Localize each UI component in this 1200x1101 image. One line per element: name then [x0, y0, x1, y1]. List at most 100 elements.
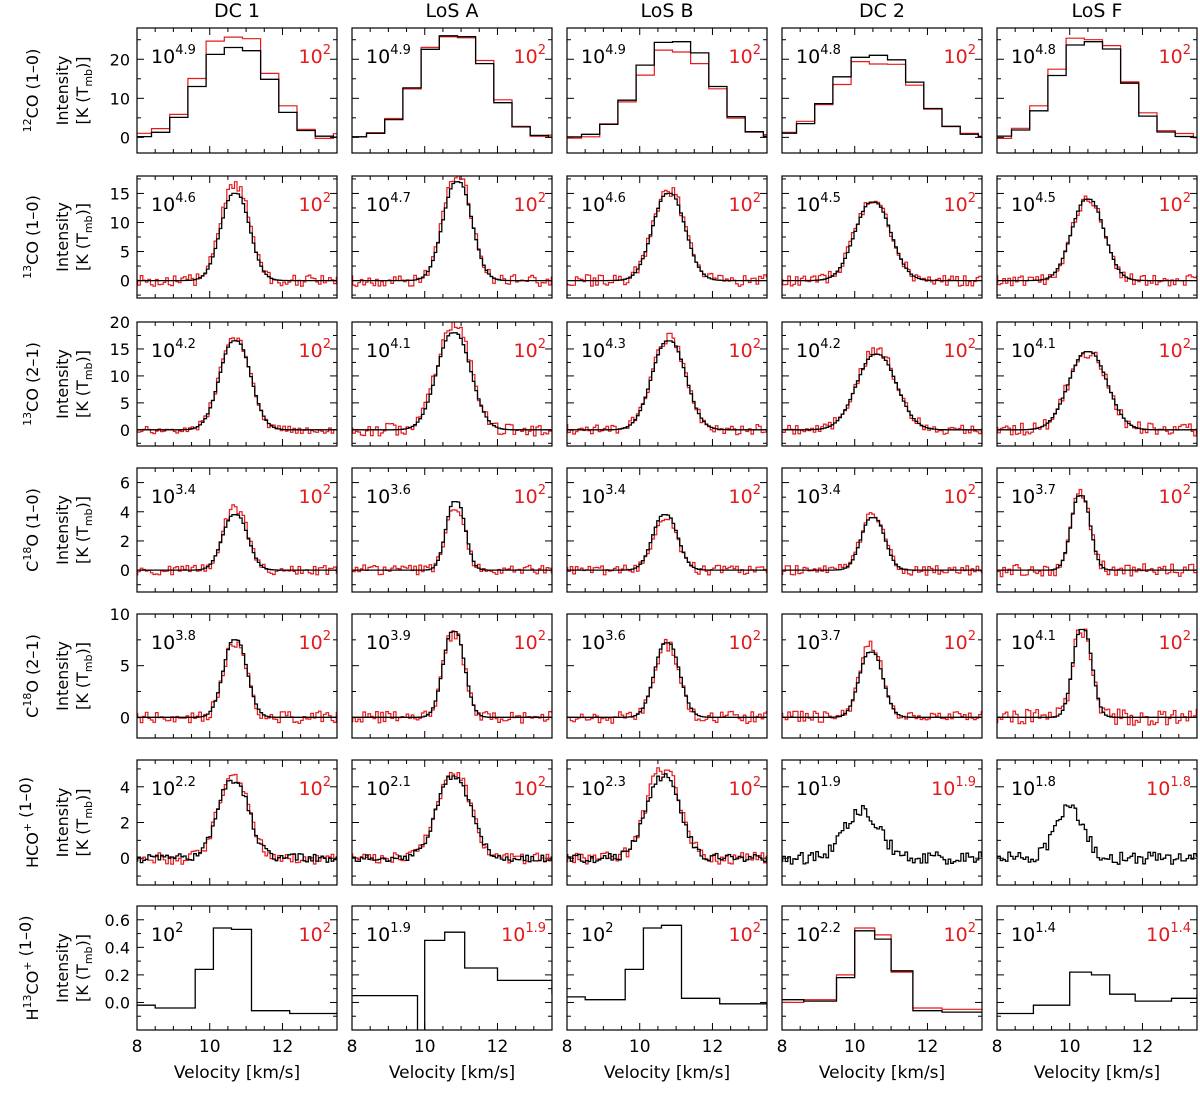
density-label: 102.2 — [796, 921, 841, 946]
molecule-label: 12CO (1–0) — [21, 49, 42, 133]
spectrum-panel: 102.1 102 — [351, 759, 553, 886]
model-spectrum — [567, 514, 767, 571]
spectrum-panel: 104.7 102 — [351, 175, 553, 299]
model-spectrum — [567, 41, 767, 138]
density-label: 104.8 — [796, 43, 841, 68]
model-spectrum — [352, 332, 552, 431]
density-label: 102.3 — [581, 775, 626, 800]
molecule-label: 13CO (2–1) — [21, 342, 42, 426]
resolution-label: 102 — [299, 775, 331, 800]
model-spectrum — [997, 351, 1197, 431]
density-label: 104.9 — [151, 43, 196, 68]
spectrum-panel: 103.4 102 — [566, 467, 768, 593]
panel-frame — [996, 27, 1198, 154]
resolution-label: 102 — [729, 43, 761, 68]
observed-spectrum — [137, 641, 337, 724]
y-tick-label: 0 — [120, 708, 130, 727]
y-axis-unit: [K (Tmb)] — [73, 934, 95, 1002]
observed-spectrum — [137, 773, 337, 865]
observed-spectrum — [567, 332, 767, 436]
spectrum-panel: 102.3 102 — [566, 759, 768, 886]
observed-spectrum — [782, 200, 982, 287]
y-tick-label: 0.4 — [105, 938, 130, 957]
observed-spectrum — [352, 36, 552, 138]
panel-frame — [136, 613, 338, 739]
resolution-label: 102 — [299, 43, 331, 68]
y-tick-label: 6 — [120, 474, 130, 493]
x-tick-label: 8 — [562, 1037, 573, 1057]
spectrum-panel: 102.2 102 — [136, 759, 338, 886]
model-spectrum — [567, 773, 767, 864]
spectrum-panel: 103.9 102 — [351, 613, 553, 739]
observed-spectrum — [137, 181, 337, 287]
y-tick-label: 5 — [120, 657, 130, 676]
spectrum-panel: 103.8 102 — [136, 613, 338, 739]
x-axis-label: Velocity [km/s] — [389, 1063, 515, 1083]
density-label: 101.9 — [366, 921, 411, 946]
panel-frame — [781, 467, 983, 593]
model-spectrum — [352, 931, 552, 1030]
x-tick-label: 12 — [1132, 1037, 1154, 1057]
density-label: 101.8 — [1011, 775, 1056, 800]
observed-spectrum — [997, 195, 1197, 287]
y-tick-label: 4 — [120, 778, 130, 797]
resolution-label: 102 — [299, 921, 331, 946]
y-tick-label: 20 — [110, 313, 130, 332]
model-spectrum — [137, 639, 337, 718]
density-label: 104.1 — [1011, 629, 1056, 654]
panel-frame — [136, 27, 338, 154]
observed-spectrum — [352, 322, 552, 437]
model-spectrum — [352, 181, 552, 282]
resolution-label: 102 — [729, 629, 761, 654]
observed-spectrum — [137, 337, 337, 435]
y-axis-unit: [K (Tmb)] — [73, 788, 95, 856]
spectrum-panel: 104.6 102 — [136, 175, 338, 299]
panel-frame — [566, 759, 768, 886]
y-axis-unit: [K (Tmb)] — [73, 56, 95, 124]
density-label: 104.1 — [1011, 337, 1056, 362]
model-spectrum — [137, 514, 337, 571]
panel-frame — [781, 321, 983, 447]
model-spectrum — [567, 192, 767, 282]
panel-frame — [781, 759, 983, 886]
panel-frame — [351, 175, 553, 299]
model-spectrum — [137, 927, 337, 1015]
y-tick-label: 4 — [120, 503, 130, 522]
density-label: 104.3 — [581, 337, 626, 362]
density-label: 104.2 — [151, 337, 196, 362]
x-axis-label: Velocity [km/s] — [174, 1063, 300, 1083]
panel-frame — [351, 613, 553, 739]
density-label: 103.4 — [151, 483, 196, 508]
spectrum-panel: 104.2 102 — [136, 321, 338, 447]
spectrum-panel: 104.6 102 — [566, 175, 768, 299]
model-spectrum — [352, 630, 552, 718]
spectrum-panel: 104.2 102 — [781, 321, 983, 447]
molecule-label: C18O (1–0) — [21, 488, 42, 572]
y-tick-label: 10 — [110, 605, 130, 624]
column-header: DC 1 — [214, 0, 260, 22]
panel-frame — [566, 905, 768, 1031]
y-tick-label: 0.2 — [105, 966, 130, 985]
model-spectrum — [137, 779, 337, 864]
panel-frame — [566, 321, 768, 447]
panel-frame — [781, 613, 983, 739]
panel-frame — [136, 175, 338, 299]
y-tick-label: 5 — [120, 394, 130, 413]
density-label: 103.4 — [581, 483, 626, 508]
observed-spectrum — [782, 512, 982, 576]
model-spectrum — [997, 495, 1197, 571]
resolution-label: 102 — [944, 191, 976, 216]
spectrum-panel: 102 102 — [136, 905, 338, 1031]
model-spectrum — [352, 500, 552, 571]
y-axis-label: Intensity — [53, 349, 72, 419]
x-tick-label: 10 — [199, 1037, 221, 1057]
density-label: 104.9 — [366, 43, 411, 68]
density-label: 104.1 — [366, 337, 411, 362]
x-tick-label: 12 — [487, 1037, 509, 1057]
density-label: 103.7 — [796, 629, 841, 654]
spectrum-panel: 103.6 102 — [351, 467, 553, 593]
column-header: LoS F — [1072, 0, 1123, 22]
spectrum-panel: 104.8 102 — [996, 27, 1198, 154]
resolution-label: 102 — [944, 43, 976, 68]
y-axis-label: Intensity — [53, 495, 72, 565]
